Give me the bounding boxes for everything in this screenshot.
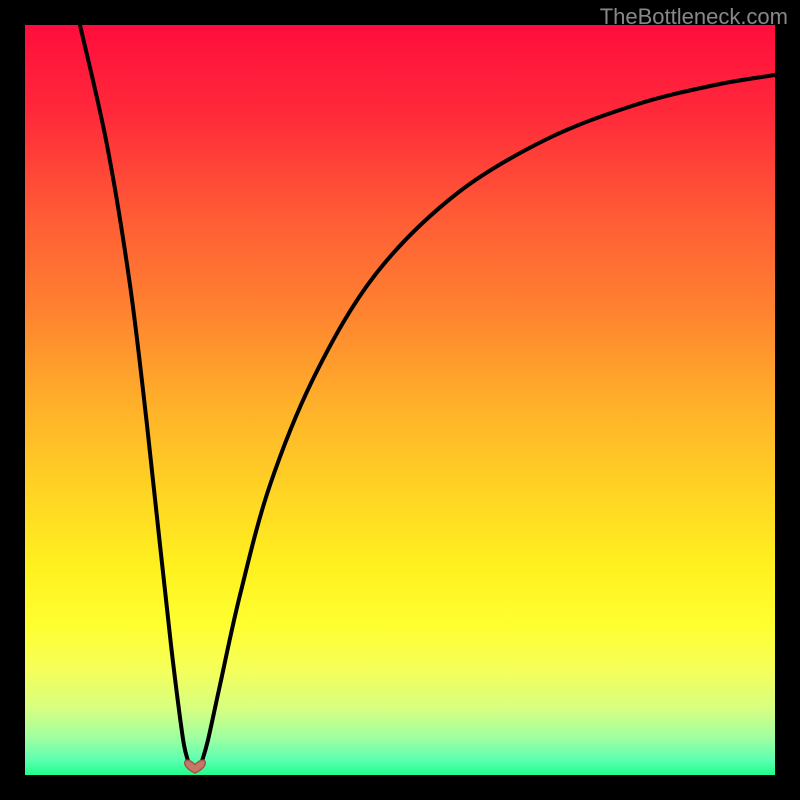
chart-container: TheBottleneck.com	[0, 0, 800, 800]
plot-area	[25, 25, 775, 775]
bottleneck-curve	[25, 25, 775, 775]
watermark-text: TheBottleneck.com	[600, 4, 788, 30]
curve-left-branch	[80, 25, 188, 761]
heart-marker	[185, 760, 206, 773]
curve-right-branch	[202, 75, 775, 761]
